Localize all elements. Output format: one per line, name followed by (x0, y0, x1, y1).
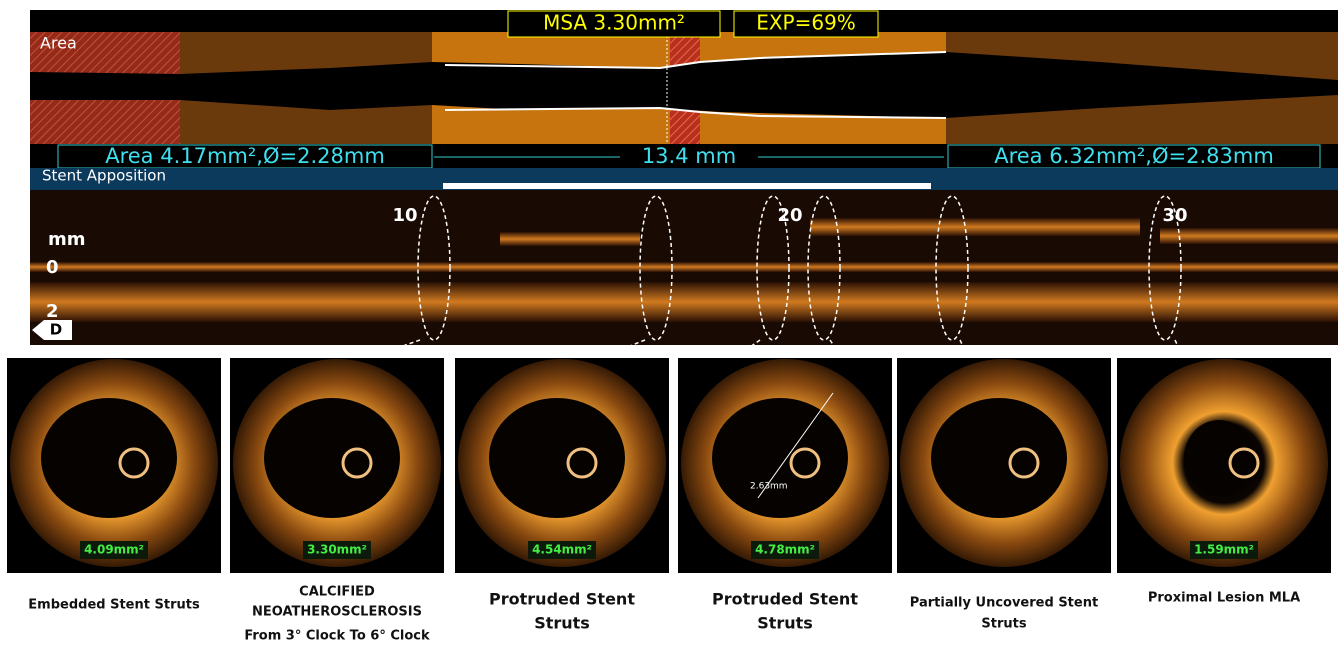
lumen (931, 398, 1067, 518)
measurement-label: 2.63mm (750, 482, 788, 492)
strut-band (500, 232, 640, 246)
caption: Struts (534, 614, 590, 633)
catheter-band (30, 262, 1338, 272)
depth-label: 2 (46, 301, 59, 322)
wall-band (30, 282, 1338, 322)
lumen (489, 398, 625, 518)
msa-label: MSA 3.30mm² (543, 11, 685, 35)
caption: Protruded Stent (712, 590, 858, 609)
caption: Struts (757, 614, 813, 633)
proximal-area: Area 6.32mm²,Ø=2.83mm (994, 144, 1274, 168)
caption: NEOATHEROSCLEROSIS (252, 605, 422, 620)
area-label: 3.30mm² (307, 543, 367, 557)
axis-tick-label: 20 (777, 205, 802, 226)
lumen (264, 398, 400, 518)
caption: Embedded Stent Struts (28, 598, 200, 613)
lumen (1184, 420, 1254, 496)
axis-unit: mm (48, 229, 86, 250)
area-label: 4.78mm² (755, 543, 815, 557)
axis-tick-label: 10 (392, 205, 417, 226)
area-label: Area (40, 34, 77, 53)
lumen (712, 398, 848, 518)
strut-band (1160, 228, 1338, 244)
area-label: 1.59mm² (1194, 543, 1254, 557)
direction-label: D (50, 321, 62, 339)
apposition-label: Stent Apposition (42, 167, 166, 185)
caption: Partially Uncovered Stent (910, 596, 1098, 611)
depth-label: 0 (46, 257, 59, 278)
axis-tick-label: 30 (1162, 205, 1187, 226)
exp-label: EXP=69% (756, 11, 856, 35)
figure: Area MSA 3.30mm² EXP=69% Area 4.17mm²,Ø=… (0, 0, 1338, 646)
length-label: 13.4 mm (642, 144, 736, 168)
caption: Proximal Lesion MLA (1148, 591, 1300, 606)
area-label: 4.09mm² (84, 543, 144, 557)
caption: Struts (981, 617, 1026, 632)
strut-band (810, 218, 1140, 236)
distal-area: Area 4.17mm²,Ø=2.28mm (105, 144, 385, 168)
caption: Protruded Stent (489, 590, 635, 609)
area-label: 4.54mm² (532, 543, 592, 557)
lumen (41, 398, 177, 518)
caption: CALCIFIED (299, 585, 375, 600)
apposition-stent (443, 183, 931, 189)
caption: From 3° Clock To 6° Clock (244, 629, 430, 644)
